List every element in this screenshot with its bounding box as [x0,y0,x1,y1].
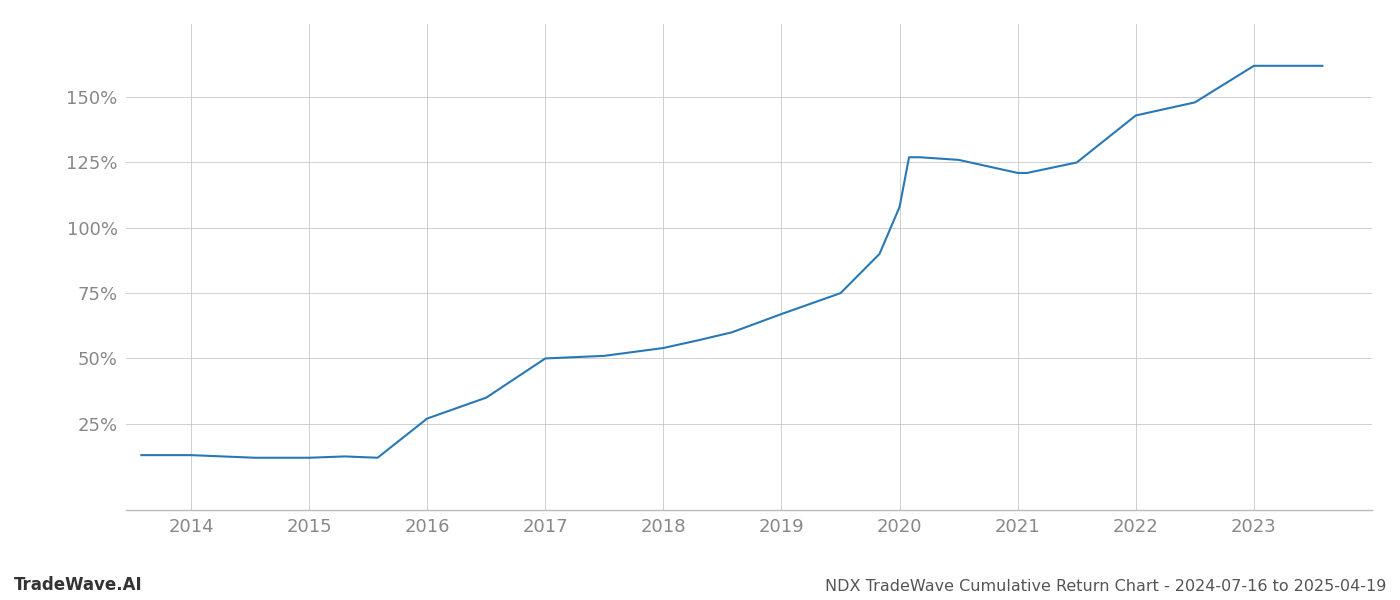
Text: TradeWave.AI: TradeWave.AI [14,576,143,594]
Text: NDX TradeWave Cumulative Return Chart - 2024-07-16 to 2025-04-19: NDX TradeWave Cumulative Return Chart - … [825,579,1386,594]
